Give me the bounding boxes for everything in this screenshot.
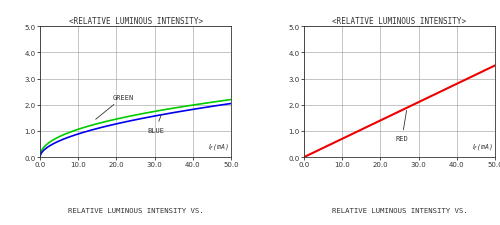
Title: <RELATIVE LUMINOUS INTENSITY>: <RELATIVE LUMINOUS INTENSITY> xyxy=(68,17,202,26)
Text: BLUE: BLUE xyxy=(147,115,164,133)
Text: GREEN: GREEN xyxy=(96,94,134,120)
Text: RELATIVE LUMINOUS INTENSITY VS.: RELATIVE LUMINOUS INTENSITY VS. xyxy=(68,207,203,213)
Text: RELATIVE LUMINOUS INTENSITY VS.: RELATIVE LUMINOUS INTENSITY VS. xyxy=(332,207,467,213)
Text: RED: RED xyxy=(396,111,408,142)
Text: $I_F$(mA): $I_F$(mA) xyxy=(472,142,493,152)
Text: $I_F$(mA): $I_F$(mA) xyxy=(208,142,230,152)
Title: <RELATIVE LUMINOUS INTENSITY>: <RELATIVE LUMINOUS INTENSITY> xyxy=(332,17,466,26)
